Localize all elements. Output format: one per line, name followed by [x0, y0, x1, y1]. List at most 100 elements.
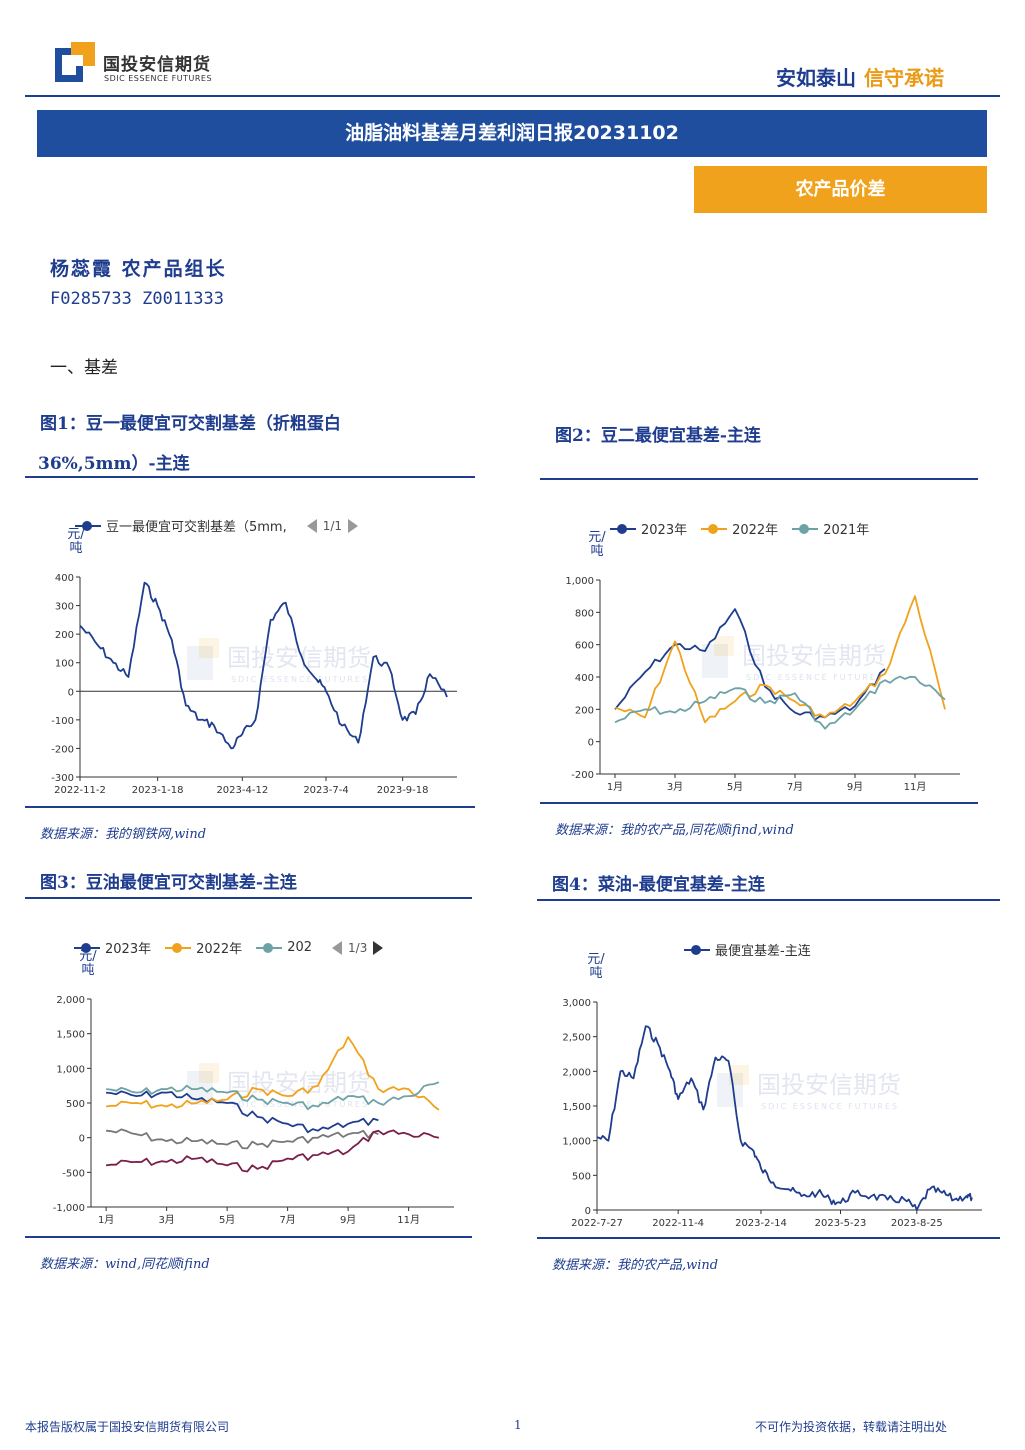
legend-label: 2021年 [823, 523, 870, 538]
legend-item: 2023年 [74, 938, 151, 957]
series-line [106, 1128, 379, 1150]
figure4-legend: 最便宜基差-主连 [684, 940, 825, 959]
figure2-unit: 元/吨 [588, 530, 606, 559]
watermark-subtext: SDIC ESSENCE FUTURES [761, 1102, 899, 1111]
pager-next-icon[interactable] [373, 940, 384, 955]
footer-page-number: 1 [514, 1418, 522, 1432]
y-tick-label: 200 [575, 705, 594, 716]
header-slogan: 安如泰山 信守承诺 [776, 62, 944, 91]
figure2-source: 数据来源：我的农产品,同花顺ifind,wind [555, 823, 794, 838]
x-tick-label: 11月 [904, 781, 927, 793]
series-line [614, 595, 946, 724]
footer-copyright: 本报告版权属于国投安信期货有限公司 [25, 1420, 230, 1434]
figure1-bottom-rule [25, 806, 475, 808]
watermark-logo-mark [199, 638, 219, 658]
watermark-text: 国投安信期货 [227, 1069, 371, 1097]
y-tick-label: 1,500 [56, 1030, 85, 1041]
legend-item: 最便宜基差-主连 [684, 940, 811, 959]
legend-label: 202 [287, 940, 313, 955]
footer-disclaimer: 不可作为投资依据，转载请注明出处 [755, 1420, 948, 1434]
figure3-unit: 元/吨 [79, 949, 97, 978]
y-tick-label: -300 [51, 773, 74, 784]
watermark-logo-mark [717, 1073, 743, 1107]
x-tick-label: 3月 [158, 1214, 174, 1226]
y-tick-label: 400 [55, 573, 74, 584]
legend-pager[interactable]: 1/3 [326, 940, 389, 955]
x-tick-label: 2023-9-18 [377, 785, 429, 796]
series-line [596, 1025, 973, 1211]
pager-next-icon[interactable] [348, 518, 359, 533]
y-tick-label: 600 [575, 641, 594, 652]
figure2-chart: 国投安信期货 SDIC ESSENCE FUTURES -200 0 200 400 600… [565, 576, 960, 793]
x-tick-label: 2023-5-23 [815, 1218, 867, 1229]
pager-prev-icon[interactable] [332, 940, 343, 955]
x-tick-label: 11月 [397, 1214, 420, 1226]
legend-item: 2023年 [610, 519, 687, 538]
figure4-unit: 元/吨 [587, 952, 605, 981]
watermark-logo-mark [714, 636, 734, 656]
y-tick-label: -100 [51, 716, 74, 727]
figure2-legend: 2023年 2022年 2021年 [610, 519, 883, 538]
legend-marker [75, 520, 101, 531]
legend-marker [701, 523, 728, 534]
company-logo-subtext: SDIC ESSENCE FUTURES [104, 74, 213, 83]
x-tick-label: 2023-2-14 [735, 1218, 787, 1229]
legend-marker [792, 523, 819, 534]
y-tick-label: 1,500 [562, 1102, 591, 1113]
figure2-title: 图2：豆二最便宜基差-主连 [555, 426, 761, 446]
x-tick-label: 5月 [727, 781, 743, 793]
report-category-tag: 农产品价差 [694, 166, 987, 213]
y-tick-label: 1,000 [562, 1137, 591, 1148]
series-line [614, 608, 886, 721]
x-tick-label: 5月 [219, 1214, 235, 1226]
legend-marker [610, 523, 636, 534]
figure3-title: 图3：豆油最便宜可交割基差-主连 [40, 873, 297, 893]
slogan-part-a: 安如泰山 [776, 66, 856, 90]
y-tick-label: 200 [55, 630, 74, 641]
figure1-top-rule [25, 476, 475, 478]
y-tick-label: 3,000 [562, 998, 591, 1009]
pager-prev-icon[interactable] [306, 518, 317, 533]
y-tick-label: 300 [55, 602, 74, 613]
y-tick-label: 1,000 [565, 576, 594, 587]
legend-item: 2022年 [701, 519, 778, 538]
y-tick-label: -200 [51, 744, 74, 755]
figure3-top-rule [25, 897, 472, 899]
watermark-subtext: SDIC ESSENCE FUTURES [231, 1100, 369, 1109]
watermark-text: 国投安信期货 [742, 642, 886, 670]
legend-label: 豆一最便宜可交割基差（5mm, [106, 520, 287, 535]
watermark-logo-mark [187, 646, 213, 680]
legend-marker [684, 944, 710, 955]
legend-item: 豆一最便宜可交割基差（5mm, [75, 516, 287, 535]
figure4-source: 数据来源：我的农产品,wind [552, 1258, 719, 1273]
legend-item: 2021年 [792, 519, 869, 538]
author-license-codes: F0285733 Z0011333 [50, 289, 224, 309]
legend-label: 2023年 [641, 523, 688, 538]
legend-pager[interactable]: 1/1 [301, 518, 364, 533]
y-tick-label: 2,500 [562, 1033, 591, 1044]
figure2-bottom-rule [540, 802, 978, 804]
series-line [106, 1090, 379, 1134]
y-tick-label: -200 [571, 770, 594, 781]
header-rule [25, 95, 1000, 97]
company-logo-mark [55, 42, 95, 82]
series-line [79, 581, 448, 750]
x-tick-label: 2022-11-2 [54, 785, 106, 796]
x-tick-label: 2022-7-27 [571, 1218, 623, 1229]
figure1-legend: 豆一最便宜可交割基差（5mm, 1/1 [75, 516, 364, 535]
y-tick-label: 2,000 [56, 995, 85, 1006]
y-tick-label: -500 [62, 1168, 85, 1179]
y-tick-label: 800 [575, 608, 594, 619]
figure4-top-rule [537, 899, 1000, 901]
y-tick-label: 0 [79, 1134, 85, 1145]
x-tick-label: 2023-8-25 [891, 1218, 943, 1229]
series-line [105, 1036, 440, 1111]
watermark-subtext: SDIC ESSENCE FUTURES [746, 673, 884, 682]
y-tick-label: 100 [55, 659, 74, 670]
figure1-unit: 元/吨 [67, 527, 85, 556]
x-tick-label: 2022-11-4 [652, 1218, 704, 1229]
legend-item: 202 [256, 940, 312, 955]
slogan-part-b: 信守承诺 [864, 66, 944, 90]
x-tick-label: 7月 [279, 1214, 295, 1226]
